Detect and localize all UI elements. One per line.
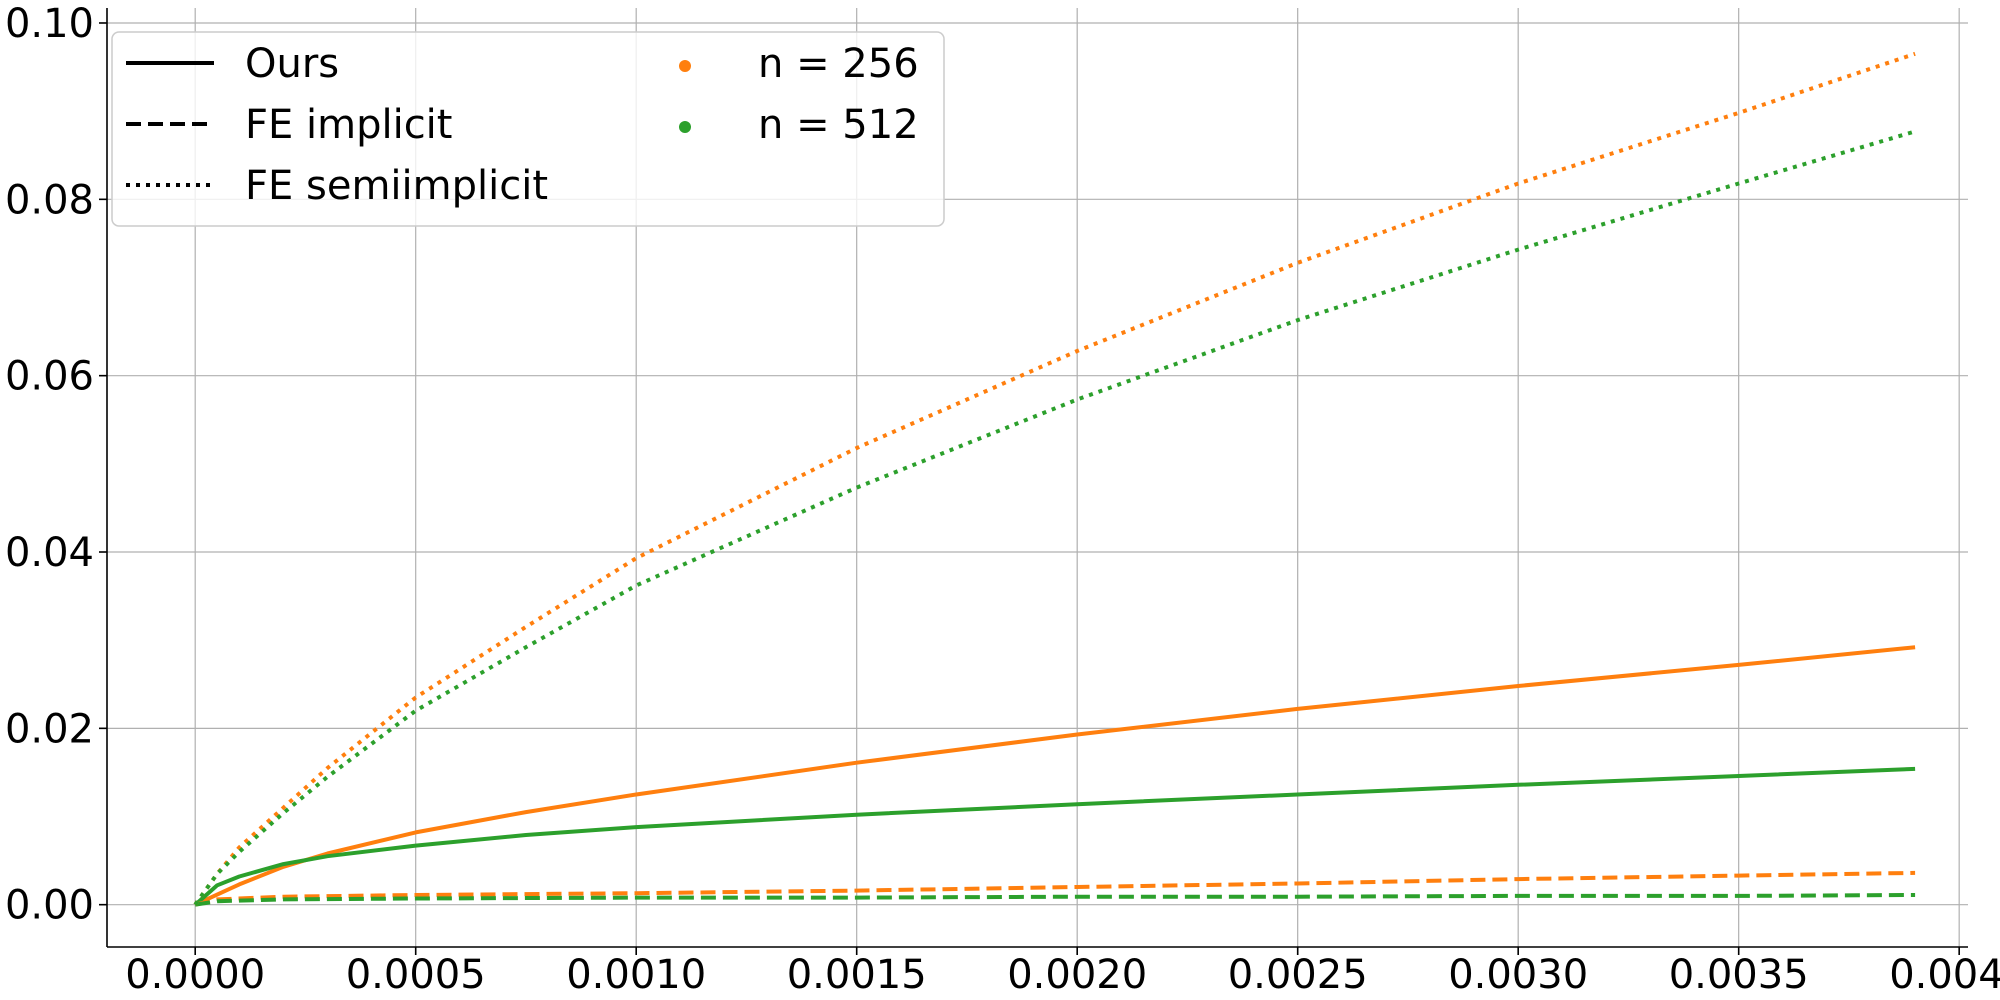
y-ticks: 0.00 0.02 0.04 0.06 0.08 0.10 <box>5 1 107 929</box>
x-ticks: 0.0000 0.0005 0.0010 0.0015 0.0020 0.0025 0.00… <box>125 947 2000 998</box>
legend-marker-n256 <box>679 60 691 72</box>
legend-label-fe-semiimplicit: FE semiimplicit <box>245 163 548 209</box>
y-tick-label: 0.06 <box>5 354 94 400</box>
x-tick-label: 0.0015 <box>787 952 927 998</box>
series-line-ours-n512 <box>193 766 1916 907</box>
series-line-fe-implicit-n256 <box>194 870 1916 907</box>
legend-label-n512: n = 512 <box>758 102 919 148</box>
x-tick-label: 0.0000 <box>125 952 265 998</box>
legend-label-n256: n = 256 <box>758 41 919 87</box>
x-tick-label: 0.0025 <box>1228 952 1368 998</box>
axes <box>106 8 1968 948</box>
series-group <box>193 51 1916 907</box>
y-tick-label: 0.08 <box>5 177 94 223</box>
series-line-fe-semiimplicit-n256 <box>193 51 1916 906</box>
y-tick-label: 0.02 <box>5 706 94 752</box>
series-line-fe-implicit-n512 <box>194 893 1916 907</box>
legend-marker-n512 <box>679 121 691 133</box>
y-tick-label: 0.10 <box>5 1 94 47</box>
x-tick-label: 0.0005 <box>346 952 486 998</box>
legend: Ours FE implicit FE semiimplicit n = 256… <box>111 31 945 227</box>
legend-label-ours: Ours <box>245 41 339 87</box>
legend-label-fe-implicit: FE implicit <box>245 102 452 148</box>
x-tick-label: 0.0010 <box>566 952 706 998</box>
y-tick-label: 0.04 <box>5 530 94 576</box>
series-line-fe-semiimplicit-n512 <box>193 129 1916 906</box>
series-line-ours-n256 <box>194 645 1916 907</box>
legend-frame <box>111 31 945 227</box>
x-tick-label: 0.0030 <box>1448 952 1588 998</box>
x-tick-label: 0.0035 <box>1669 952 1809 998</box>
x-tick-label: 0.0020 <box>1007 952 1147 998</box>
y-tick-label: 0.00 <box>5 883 94 929</box>
grid <box>107 8 1968 947</box>
